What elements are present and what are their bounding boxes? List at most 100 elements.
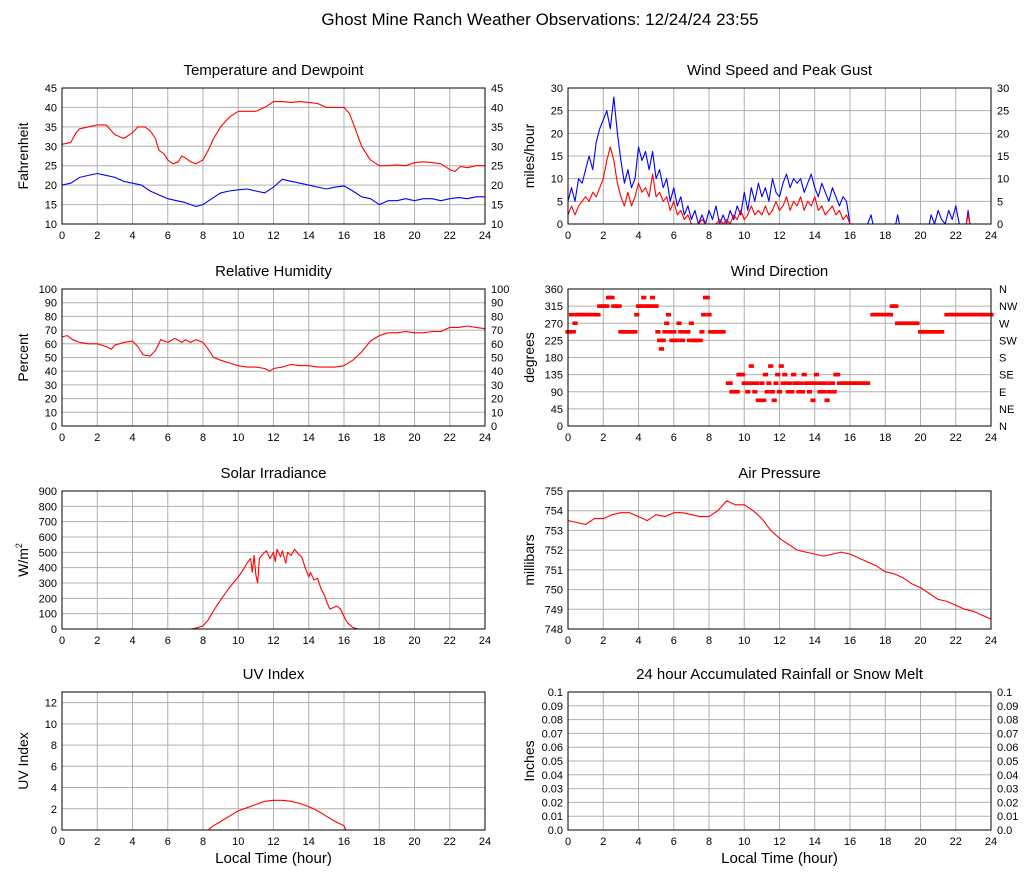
y-tick-label-right: 0.03	[997, 784, 1018, 796]
data-point	[757, 398, 763, 403]
data-point	[658, 347, 665, 351]
data-point	[727, 381, 733, 385]
y-tick-label: 100	[39, 284, 57, 296]
y-tick-label: 60	[45, 339, 57, 351]
y-tick-label: 10	[45, 407, 57, 419]
data-point	[817, 389, 823, 394]
y-tick-label-right: 30	[997, 83, 1009, 95]
y-tick-label: 755	[545, 486, 563, 498]
x-tick-label: 10	[232, 432, 244, 444]
data-point	[826, 389, 832, 394]
x-tick-label: 14	[303, 432, 315, 444]
y-tick-label-right: 0.07	[997, 728, 1018, 740]
y-axis-label: W/m2	[14, 543, 31, 577]
y-tick-label: 750	[545, 585, 563, 597]
data-point	[764, 389, 770, 394]
page-title: Ghost Mine Ranch Weather Observations: 1…	[321, 10, 758, 29]
y-tick-label: 800	[39, 501, 57, 513]
y-axis-label: miles/hour	[521, 123, 537, 188]
y-tick-label: 0.03	[542, 784, 563, 796]
chart-title: Air Pressure	[738, 465, 821, 482]
y-tick-label-right: 20	[997, 128, 1009, 140]
x-tick-label: 8	[200, 836, 206, 848]
x-tick-label: 16	[844, 230, 856, 242]
y-tick-label: 0.09	[542, 701, 563, 713]
y-tick-label: 270	[545, 318, 563, 330]
x-tick-label: 8	[706, 432, 712, 444]
y-tick-label: 0.06	[542, 742, 563, 754]
data-point	[701, 312, 707, 317]
chart-title: Wind Speed and Peak Gust	[687, 62, 873, 79]
y-tick-label: 30	[45, 380, 57, 392]
data-point	[676, 321, 682, 326]
data-point	[604, 304, 610, 308]
y-tick-label-right: SE	[999, 370, 1014, 382]
x-tick-label: 24	[985, 230, 997, 242]
plot-frame	[61, 691, 486, 831]
x-tick-label: 18	[879, 635, 891, 647]
y-tick-label: 0	[557, 421, 563, 433]
data-point	[762, 372, 768, 377]
data-point	[787, 381, 793, 385]
y-tick-label: 200	[39, 593, 57, 605]
x-tick-label: 16	[338, 836, 350, 848]
y-tick-label-right: 40	[491, 102, 503, 114]
y-axis-label-superscript: 2	[14, 543, 24, 548]
x-axis-label: Local Time (hour)	[215, 850, 332, 867]
data-point	[664, 321, 670, 326]
y-tick-label: 600	[39, 532, 57, 544]
x-tick-label: 22	[950, 635, 962, 647]
y-tick-label: 752	[545, 545, 563, 557]
x-tick-label: 0	[565, 836, 571, 848]
data-point	[819, 381, 825, 385]
y-tick-label: 30	[551, 83, 563, 95]
x-tick-label: 8	[200, 230, 206, 242]
plot-frame	[61, 288, 486, 427]
data-point	[632, 330, 638, 334]
data-point	[667, 330, 673, 334]
y-tick-label-right: 20	[491, 180, 503, 192]
data-point	[893, 304, 899, 308]
x-tick-label: 22	[950, 836, 962, 848]
y-tick-label: 360	[545, 284, 563, 296]
x-tick-label: 4	[635, 635, 641, 647]
y-axis-label: Percent	[15, 333, 31, 381]
x-tick-label: 10	[738, 635, 750, 647]
series-line-uv-index	[62, 799, 485, 831]
x-tick-label: 6	[165, 230, 171, 242]
y-tick-label-right: 20	[491, 394, 503, 406]
data-point	[761, 398, 767, 403]
x-tick-label: 22	[950, 230, 962, 242]
data-point	[706, 312, 712, 317]
y-tick-label: 45	[551, 404, 563, 416]
y-tick-label-right: 15	[491, 200, 503, 212]
data-point	[739, 372, 746, 377]
data-point	[812, 381, 818, 385]
x-tick-label: 24	[985, 432, 997, 444]
data-point	[914, 321, 920, 326]
data-point	[776, 389, 783, 394]
data-point	[835, 372, 841, 377]
data-point	[616, 304, 622, 308]
data-point	[662, 330, 668, 334]
x-tick-label: 6	[165, 432, 171, 444]
data-point	[639, 304, 645, 308]
y-tick-label-right: 15	[997, 151, 1009, 163]
data-point	[653, 304, 659, 308]
data-point	[669, 338, 675, 343]
x-tick-label: 0	[59, 432, 65, 444]
x-tick-label: 10	[738, 432, 750, 444]
data-point	[753, 381, 760, 385]
y-tick-label: 100	[39, 609, 57, 621]
y-tick-label: 315	[545, 301, 563, 313]
x-tick-label: 24	[985, 635, 997, 647]
data-point	[768, 364, 774, 368]
plot-frame	[567, 691, 992, 831]
y-tick-label: 25	[45, 161, 57, 173]
y-tick-label: 10	[45, 219, 57, 231]
data-point	[648, 304, 654, 308]
x-tick-label: 2	[94, 635, 100, 647]
x-tick-label: 12	[773, 230, 785, 242]
y-tick-label: 753	[545, 525, 563, 537]
